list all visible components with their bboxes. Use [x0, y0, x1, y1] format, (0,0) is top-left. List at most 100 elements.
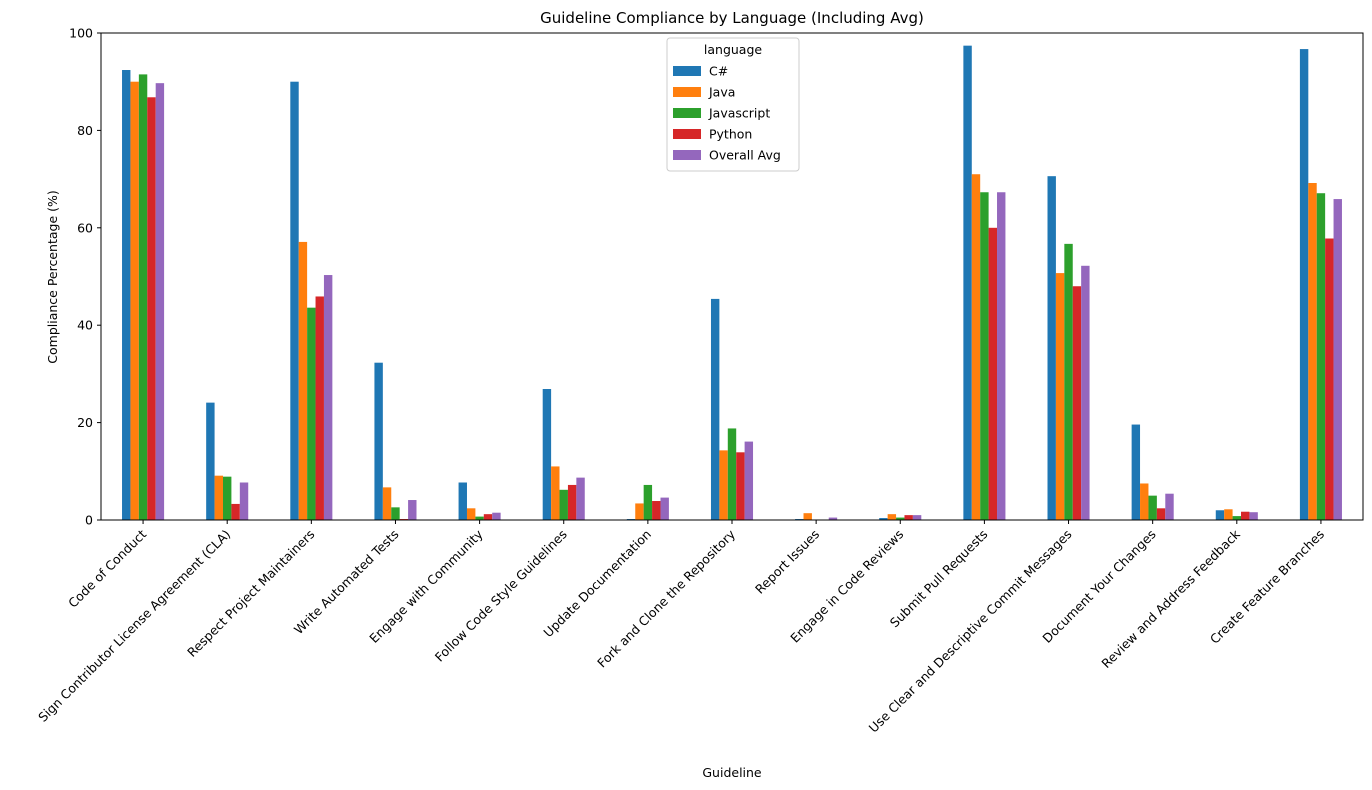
legend-swatch [673, 129, 701, 139]
y-tick-label: 20 [77, 415, 93, 430]
bar-overall-avg-1 [239, 482, 249, 520]
bar-python-12 [1156, 508, 1166, 520]
bar-javascript-0 [138, 74, 148, 520]
y-tick-label: 40 [77, 318, 93, 333]
bar-java-11 [1055, 273, 1065, 520]
bar-c--11 [1047, 176, 1056, 520]
legend-swatch [673, 87, 701, 97]
bar-c--9 [879, 518, 888, 520]
bar-python-5 [567, 484, 577, 520]
bar-overall-avg-12 [1165, 493, 1174, 520]
bar-python-9 [904, 515, 913, 520]
bar-javascript-10 [980, 192, 989, 520]
y-axis-ticks: 0 20 40 60 80 100 [69, 26, 101, 528]
bar-c--12 [1131, 424, 1141, 520]
x-tick-label: Follow Code Style Guidelines [432, 527, 570, 665]
bar-overall-avg-5 [576, 477, 585, 520]
bar-overall-avg-0 [155, 83, 165, 520]
x-tick-label: Report Issues [752, 527, 822, 597]
bar-python-7 [736, 452, 745, 520]
chart-title: Guideline Compliance by Language (Includ… [540, 9, 924, 27]
bar-javascript-5 [559, 489, 568, 520]
bar-java-9 [887, 514, 897, 520]
bar-python-13 [1241, 511, 1250, 520]
bar-javascript-12 [1148, 495, 1157, 520]
bar-java-7 [719, 450, 728, 520]
bar-python-1 [231, 503, 240, 520]
bar-javascript-14 [1316, 193, 1326, 520]
legend-label: Java [708, 85, 735, 100]
bar-c--10 [963, 45, 972, 520]
bar-java-13 [1224, 509, 1233, 520]
bar-c--7 [710, 298, 720, 520]
x-axis-label: Guideline [702, 765, 762, 780]
bar-overall-avg-6 [660, 497, 669, 520]
bar-java-12 [1140, 483, 1149, 520]
bar-javascript-7 [727, 428, 737, 520]
bar-python-4 [483, 514, 493, 520]
bar-javascript-13 [1232, 516, 1241, 520]
bar-c--14 [1299, 49, 1309, 520]
x-tick-label: Code of Conduct [65, 526, 149, 610]
bar-c--1 [206, 402, 215, 520]
bar-overall-avg-9 [912, 515, 922, 520]
bar-overall-avg-4 [492, 512, 501, 520]
bar-javascript-9 [896, 517, 905, 520]
bar-java-5 [551, 466, 560, 520]
bar-java-14 [1308, 183, 1317, 520]
bar-python-6 [652, 501, 661, 520]
plot-frame [100, 32, 1364, 521]
bar-java-6 [635, 503, 644, 520]
legend-title: language [704, 42, 763, 57]
y-tick-label: 60 [77, 220, 93, 235]
bar-java-4 [466, 508, 476, 520]
x-tick-label: Review and Address Feedback [1098, 526, 1243, 671]
bar-javascript-2 [307, 307, 316, 520]
legend-label: Python [709, 127, 752, 142]
bar-java-1 [214, 475, 223, 520]
bar-javascript-4 [475, 516, 484, 520]
legend-swatch [673, 66, 701, 76]
y-tick-label: 100 [69, 26, 93, 41]
bar-python-11 [1072, 286, 1082, 520]
legend: language C# Java Javascript Python Overall Av… [666, 37, 800, 172]
bar-python-10 [988, 227, 998, 521]
bar-javascript-11 [1064, 243, 1073, 520]
bar-overall-avg-8 [828, 517, 838, 520]
legend-swatch [673, 108, 701, 118]
bar-c--2 [290, 81, 299, 520]
x-tick-label: Sign Contributor License Agreement (CLA) [35, 527, 233, 725]
legend-label: Overall Avg [709, 148, 781, 163]
bar-c--13 [1215, 510, 1225, 520]
bar-javascript-6 [643, 484, 653, 520]
bar-c--0 [122, 70, 131, 520]
y-tick-label: 0 [85, 513, 93, 528]
x-tick-label: Fork and Clone the Repository [594, 526, 738, 670]
legend-swatch [673, 150, 701, 160]
bar-overall-avg-3 [408, 500, 417, 520]
bar-python-2 [315, 296, 324, 520]
bar-c--3 [374, 362, 383, 520]
bar-overall-avg-7 [744, 441, 754, 520]
bar-java-3 [382, 487, 392, 520]
bar-java-0 [130, 81, 139, 520]
bar-java-10 [971, 174, 981, 521]
bar-java-8 [803, 513, 812, 520]
bar-c--4 [458, 482, 467, 520]
legend-label: C# [709, 64, 728, 79]
bar-overall-avg-13 [1249, 512, 1258, 520]
bar-javascript-1 [222, 476, 232, 520]
bar-java-2 [298, 241, 308, 521]
bar-python-0 [147, 97, 156, 520]
bar-overall-avg-14 [1333, 199, 1342, 520]
bars-group [122, 45, 1342, 521]
legend-label: Javascript [708, 106, 770, 121]
bar-overall-avg-2 [323, 275, 333, 520]
bar-c--5 [542, 389, 552, 520]
y-axis-label: Compliance Percentage (%) [45, 190, 60, 363]
bar-python-14 [1325, 238, 1334, 520]
bar-overall-avg-11 [1081, 265, 1090, 520]
bar-javascript-3 [391, 507, 400, 520]
bar-overall-avg-10 [997, 192, 1006, 520]
